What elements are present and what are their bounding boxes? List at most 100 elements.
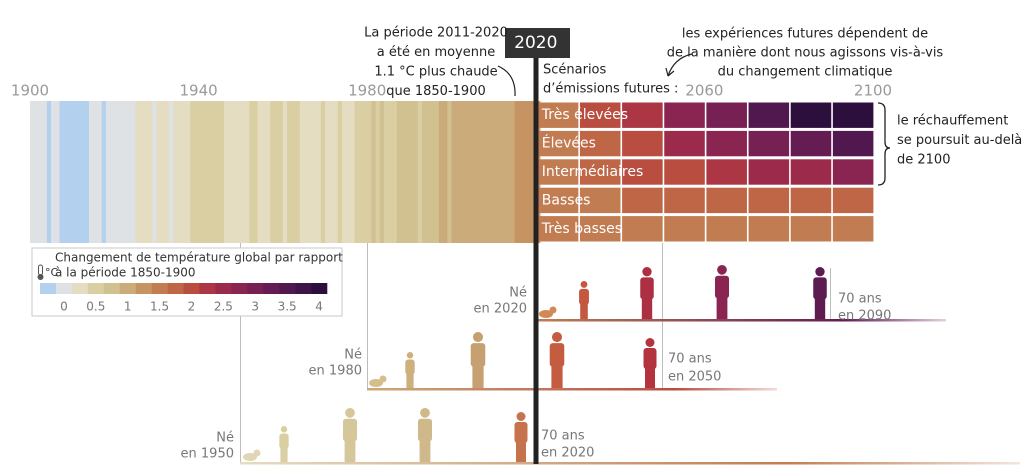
- colorbar-swatch: [263, 283, 280, 294]
- stripe: [426, 101, 431, 243]
- annotation: les expériences futures dépendent de: [682, 27, 928, 42]
- stripe: [409, 101, 414, 243]
- stripe: [518, 101, 524, 243]
- stripe: [249, 101, 254, 243]
- stripe: [485, 101, 490, 243]
- scenario-band: [664, 159, 705, 185]
- scenario-band: [748, 102, 790, 128]
- stripe: [46, 101, 52, 243]
- stripe: [261, 101, 267, 243]
- stripe: [506, 101, 511, 243]
- scenario-band: [748, 187, 790, 214]
- person-legs: [641, 297, 653, 319]
- scenario-band: [706, 159, 747, 185]
- stripe: [459, 101, 465, 243]
- stripe: [126, 101, 132, 243]
- colorbar-swatch: [135, 283, 152, 294]
- colorbar-tick-label: 3.5: [278, 300, 297, 314]
- scenario-band: [664, 216, 705, 242]
- stripe: [354, 101, 360, 243]
- annotation: Né: [344, 348, 362, 363]
- stripe: [371, 101, 377, 243]
- stripe: [105, 101, 111, 243]
- colorbar-swatch: [40, 283, 57, 294]
- annotation: que 1850-1900: [386, 84, 485, 99]
- scenario-band: [664, 102, 705, 128]
- person-legs: [406, 372, 414, 388]
- annotation: a été en moyenne: [377, 45, 495, 60]
- colorbar-tick-label: 2: [188, 300, 196, 314]
- scenario-band: [579, 187, 621, 214]
- annotation: Né: [509, 286, 527, 301]
- stripe: [468, 101, 473, 243]
- stripe: [333, 101, 339, 243]
- person-body: [813, 277, 827, 300]
- scenario-band: [706, 130, 747, 157]
- stripe: [476, 101, 482, 243]
- stripe: [400, 101, 406, 243]
- scenario-band: [622, 130, 663, 157]
- scenario-band: [579, 216, 621, 242]
- stripe: [84, 101, 90, 243]
- scenario-band: [832, 159, 874, 185]
- stripe: [413, 101, 419, 243]
- person-body: [417, 418, 433, 442]
- stripe: [207, 101, 212, 243]
- stripe: [316, 101, 322, 243]
- annotation: en 2020: [474, 302, 527, 317]
- stripe: [384, 101, 389, 243]
- scenario-band: [664, 187, 705, 214]
- stripe: [30, 101, 35, 243]
- scenario-band: [748, 130, 790, 157]
- person-head: [516, 412, 526, 421]
- person-legs: [551, 364, 563, 388]
- scenario-band: [748, 216, 790, 242]
- stripe: [118, 101, 124, 243]
- person-head: [551, 332, 563, 343]
- scenario-band: [537, 216, 579, 242]
- scenario-band: [622, 102, 663, 128]
- annotation: de 2100: [897, 153, 950, 168]
- stripe: [472, 101, 478, 243]
- stripe: [405, 101, 410, 243]
- stripe: [152, 101, 157, 243]
- stripe: [219, 101, 225, 243]
- annotation: en 1980: [309, 364, 362, 379]
- scenario-band: [748, 159, 790, 185]
- person-head: [472, 332, 484, 343]
- person-head: [406, 352, 414, 359]
- arrow: [665, 53, 693, 77]
- colorbar-swatch: [167, 283, 184, 294]
- stripe: [523, 101, 528, 243]
- stripe: [148, 101, 153, 243]
- baby: [369, 379, 383, 387]
- stripe: [34, 101, 39, 243]
- stripe: [257, 101, 263, 243]
- stripe: [392, 101, 398, 243]
- colorbar-swatch: [215, 283, 232, 294]
- scenario-band: [832, 102, 874, 128]
- colorbar-tick-label: 3: [251, 300, 259, 314]
- annotation: du changement climatique: [718, 65, 893, 80]
- annotation: 70 ans: [838, 292, 882, 307]
- person-head: [645, 338, 655, 347]
- person-legs: [814, 297, 826, 319]
- legend-frame: [31, 247, 343, 317]
- stripe: [320, 101, 326, 243]
- colorbar-tick-label: 1.5: [150, 300, 169, 314]
- scenario-label: Très élevées: [541, 107, 628, 123]
- scenario-band: [790, 187, 832, 214]
- person-head: [420, 408, 430, 418]
- stripe: [434, 101, 440, 243]
- person-legs: [580, 303, 588, 319]
- scenario-label: Élevées: [542, 135, 596, 152]
- person-legs: [419, 439, 431, 462]
- person-legs: [280, 446, 288, 462]
- life-line: [367, 388, 777, 391]
- stripe: [135, 101, 140, 243]
- person-body: [470, 343, 486, 367]
- stripe: [181, 101, 187, 243]
- annotation: en 2050: [668, 370, 721, 385]
- bracket: [877, 102, 891, 186]
